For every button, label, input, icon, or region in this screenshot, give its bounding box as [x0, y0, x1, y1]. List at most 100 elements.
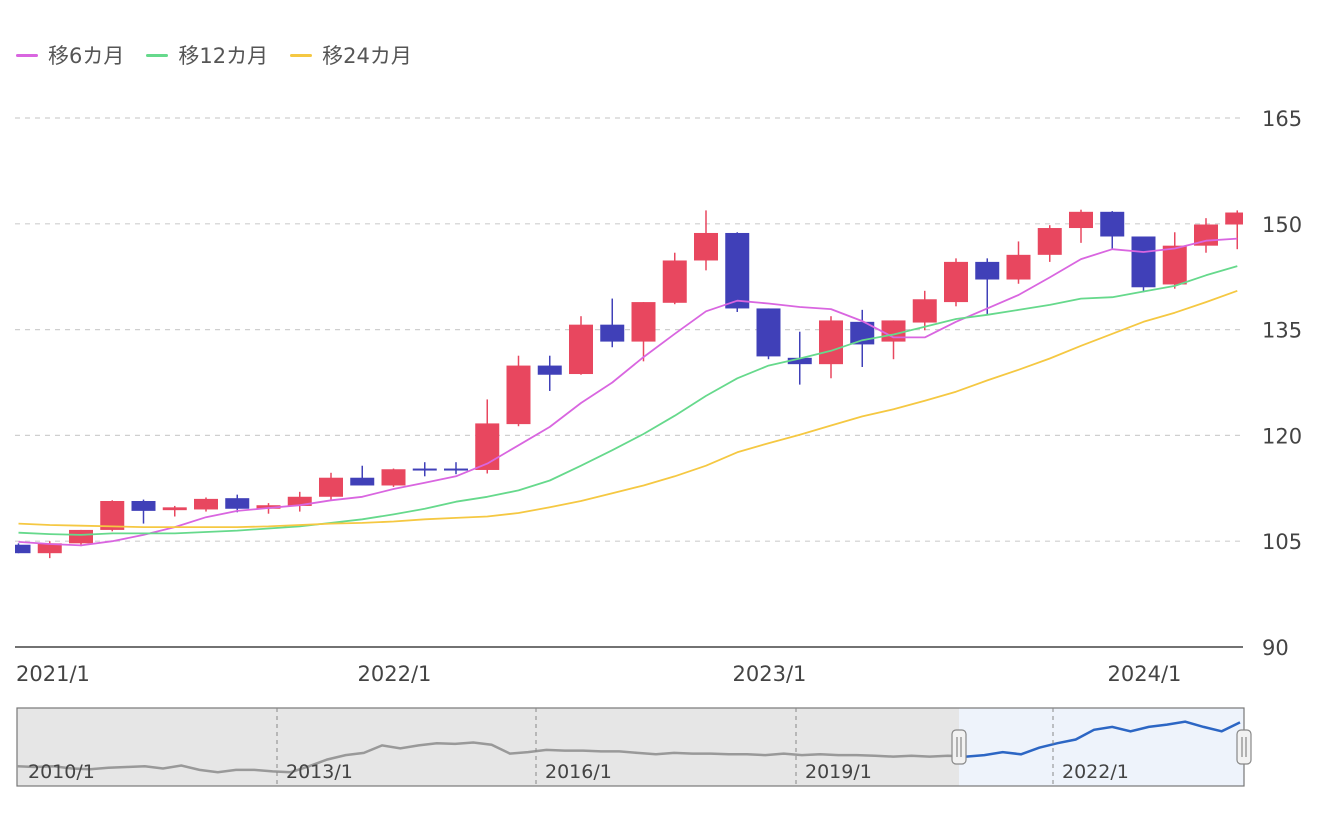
moving-average-line — [18, 265, 1238, 536]
x-tick-label: 2022/1 — [358, 662, 432, 686]
candle-body — [1162, 245, 1187, 285]
candle-down — [1131, 236, 1156, 293]
navigator-right-handle[interactable] — [1236, 729, 1252, 765]
candle-body — [1100, 211, 1125, 237]
candle-up — [287, 491, 312, 512]
x-tick-label: 2024/1 — [1108, 662, 1182, 686]
candle-body — [287, 496, 312, 506]
chart-legend: 移6カ月 移12カ月 移24カ月 — [16, 40, 412, 70]
candle-up — [1006, 241, 1031, 284]
moving-average-line — [18, 237, 1238, 547]
legend-label: 移12カ月 — [178, 44, 269, 68]
candle-down — [131, 499, 156, 524]
x-tick-label: 2023/1 — [733, 662, 807, 686]
candle-down — [537, 355, 562, 391]
candle-body — [819, 320, 843, 365]
candle-up — [569, 316, 593, 375]
candle-down — [15, 543, 31, 554]
candle-body — [600, 324, 625, 342]
candle-up — [694, 210, 718, 271]
candle-down — [975, 258, 1000, 315]
candle-body — [162, 507, 187, 511]
candle-up — [1225, 210, 1243, 250]
candle-up — [944, 258, 968, 307]
candle-up — [912, 290, 937, 331]
candle-body — [631, 302, 656, 342]
candle-up — [631, 302, 656, 362]
candle-body — [912, 299, 937, 323]
candle-down — [444, 462, 468, 475]
candle-body — [569, 324, 593, 375]
candle-up — [1069, 209, 1093, 243]
y-tick-label: 90 — [1262, 636, 1289, 660]
candle-body — [194, 498, 218, 510]
navigator-selected-area — [959, 708, 1244, 786]
navigator-tick-label: 2022/1 — [1062, 761, 1129, 783]
y-tick-label: 105 — [1262, 530, 1302, 554]
legend-item[interactable]: 移24カ月 — [290, 40, 412, 70]
candle-body — [444, 468, 468, 471]
candle-body — [725, 232, 750, 309]
candle-up — [475, 399, 500, 474]
moving-average-line — [18, 289, 1238, 528]
candle-down — [600, 298, 625, 348]
candle-body — [944, 261, 968, 303]
candle-up — [194, 497, 218, 512]
candle-down — [756, 308, 781, 360]
candle-body — [1037, 228, 1062, 255]
candle-body — [662, 260, 687, 303]
legend-label: 移24カ月 — [322, 44, 412, 68]
candle-body — [475, 423, 500, 470]
candle-up — [1037, 225, 1062, 262]
x-tick-label: 2021/1 — [16, 662, 90, 686]
candle-body — [756, 308, 781, 357]
candle-body — [537, 365, 562, 375]
candle-body — [69, 529, 93, 544]
legend-label: 移6カ月 — [48, 44, 125, 68]
candle-body — [787, 357, 812, 365]
candle-body — [319, 477, 343, 497]
candle-body — [1131, 236, 1156, 288]
y-tick-label: 165 — [1262, 107, 1302, 131]
navigator-unselected-area — [17, 708, 959, 786]
candle-up — [162, 505, 187, 517]
candle-down — [1100, 211, 1125, 249]
candle-body — [256, 505, 281, 509]
navigator-tick-label: 2013/1 — [286, 761, 353, 783]
candle-body — [381, 469, 406, 486]
candle-up — [319, 472, 343, 500]
legend-item[interactable]: 移12カ月 — [146, 40, 268, 70]
candle-down — [725, 232, 750, 312]
y-tick-label: 135 — [1262, 319, 1302, 343]
candle-body — [131, 500, 156, 511]
candle-up — [662, 252, 687, 305]
plot-area — [15, 209, 1243, 559]
candle-body — [694, 232, 718, 261]
y-tick-label: 150 — [1262, 213, 1302, 237]
candle-body — [100, 500, 125, 530]
candle-body — [412, 468, 437, 471]
candle-up — [819, 316, 843, 379]
navigator-tick-label: 2016/1 — [545, 761, 612, 783]
navigator-tick-label: 2010/1 — [28, 761, 95, 783]
navigator-selected-line — [966, 720, 1241, 758]
legend-swatch — [146, 53, 169, 57]
candle-body — [1006, 254, 1031, 280]
candle-body — [506, 365, 531, 425]
candle-up — [506, 355, 531, 427]
price-candlestick-chart: 165 150 135 120 105 90 2021/1 2022/1 2023/1 2024/… — [15, 107, 1302, 686]
navigator-left-handle[interactable] — [951, 729, 967, 765]
y-tick-label: 120 — [1262, 424, 1302, 448]
candle-body — [225, 498, 250, 509]
candle-body — [975, 261, 1000, 280]
navigator-line — [16, 741, 967, 774]
legend-swatch — [290, 53, 313, 57]
handle-grip — [951, 729, 967, 765]
legend-item[interactable]: 移6カ月 — [16, 40, 124, 70]
candle-down — [225, 494, 250, 513]
candle-body — [15, 544, 31, 554]
legend-swatch — [16, 53, 38, 57]
candle-down — [412, 462, 437, 477]
candle-up — [1162, 232, 1187, 289]
